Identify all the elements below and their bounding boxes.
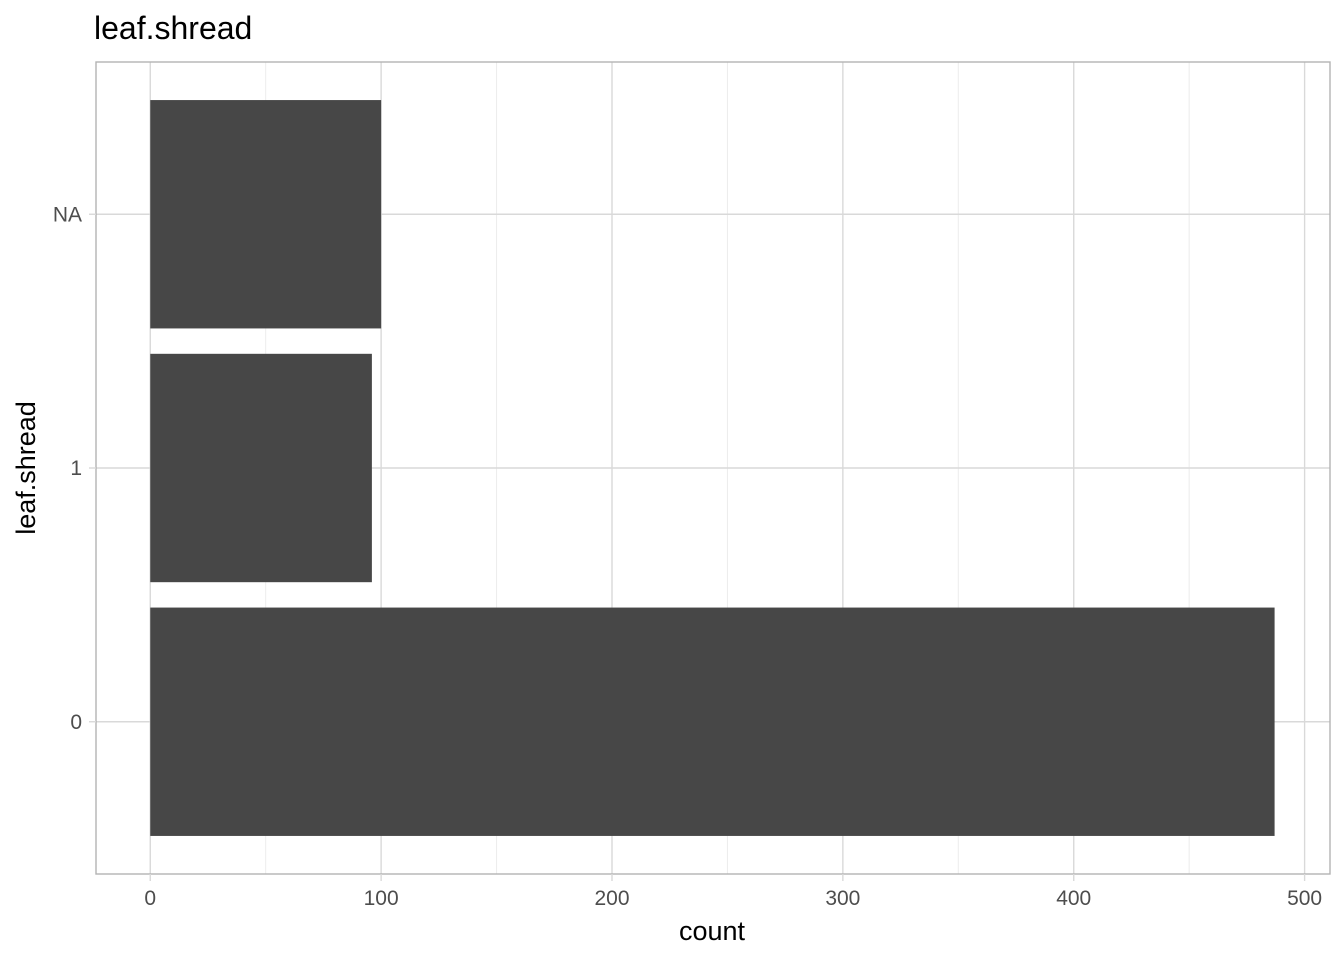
bar-1 [150,353,372,583]
x-tick-label: 0 [144,887,156,910]
x-axis-title: count [679,916,746,946]
y-tick-label: NA [53,203,82,226]
bar-na [150,100,382,329]
bar-0 [150,607,1275,836]
x-axis: 0 100 200 300 400 500 [144,874,1322,910]
x-tick-label: 200 [594,887,629,910]
chart-title: leaf.shread [94,10,252,46]
y-tick-label: 0 [70,711,82,734]
y-tick-label: 1 [70,457,82,480]
x-tick-label: 300 [825,887,860,910]
x-tick-label: 400 [1056,887,1091,910]
bars [150,100,1275,836]
x-tick-label: 500 [1287,887,1322,910]
y-axis: 0 1 NA [53,203,96,734]
y-axis-title: leaf.shread [11,401,41,535]
x-tick-label: 100 [364,887,399,910]
